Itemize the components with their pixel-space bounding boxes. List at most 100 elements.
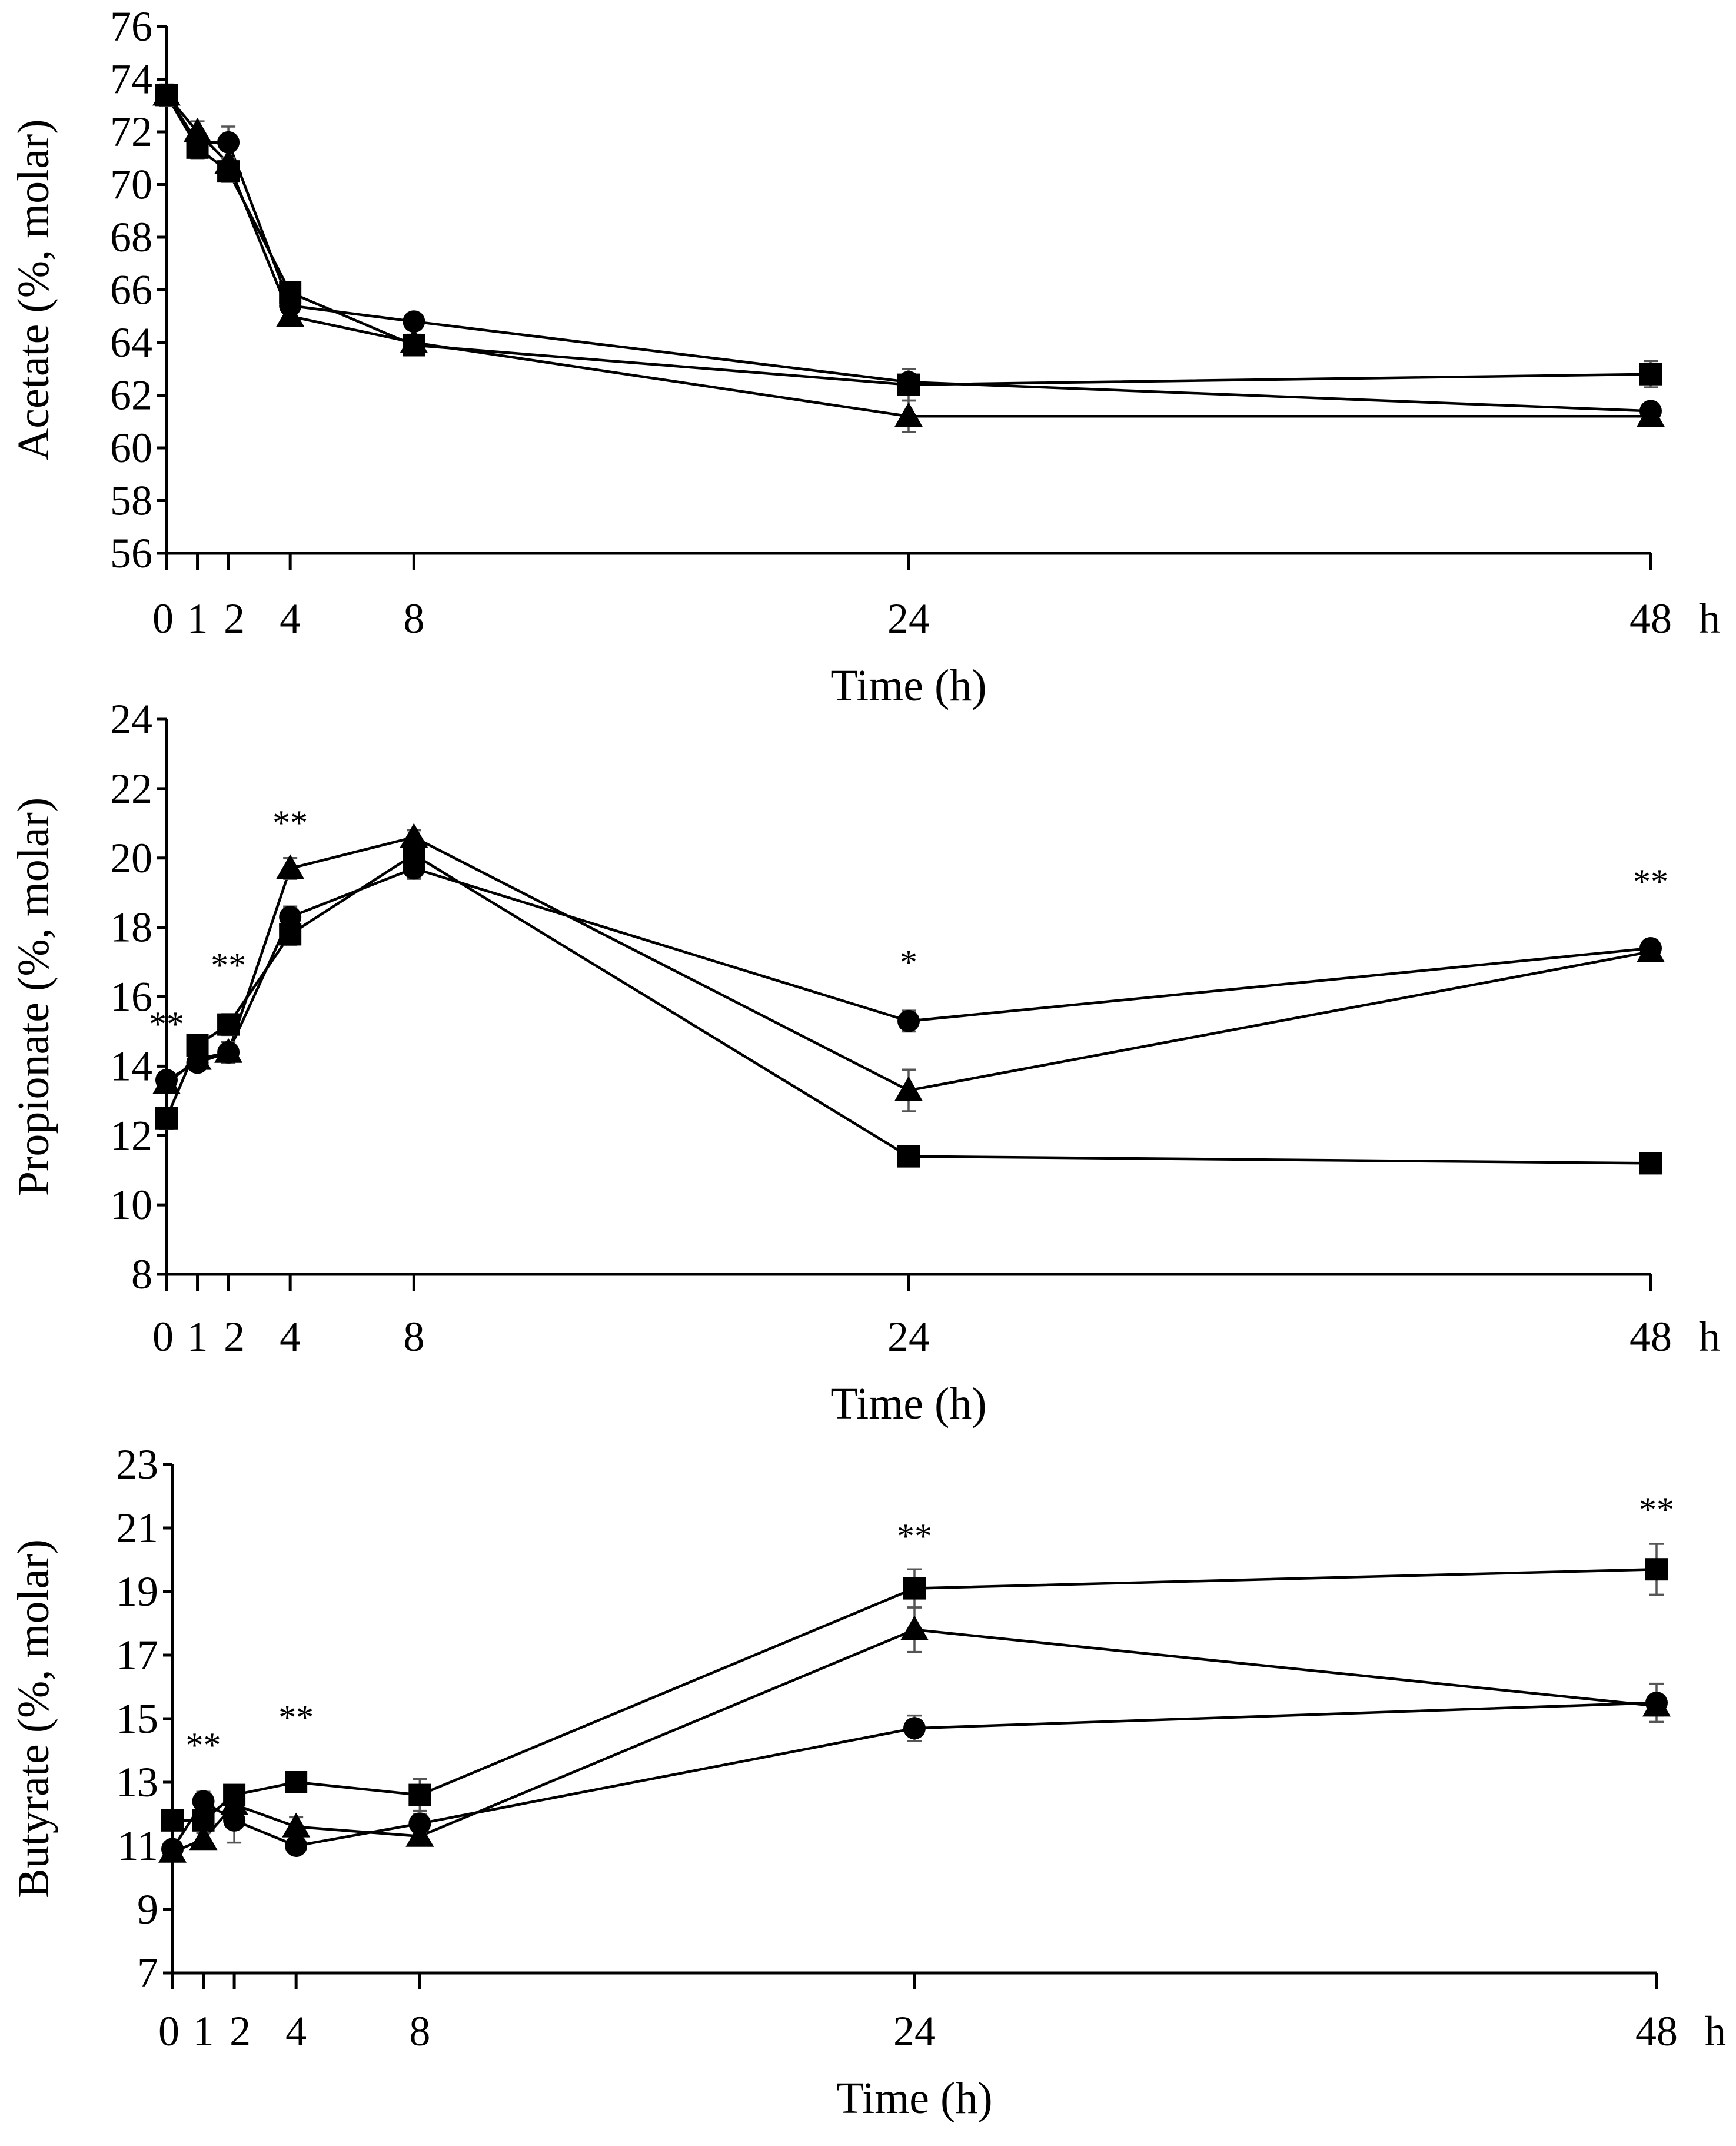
data-point-triangle xyxy=(400,823,428,848)
data-point-square xyxy=(217,160,240,183)
y-tick-label: 18 xyxy=(110,904,152,951)
x-tick-label: 1 xyxy=(193,2008,214,2055)
data-point-square xyxy=(403,334,425,357)
data-point-circle xyxy=(403,310,425,333)
data-point-circle xyxy=(279,905,302,928)
y-tick-label: 72 xyxy=(110,108,152,155)
significance-mark: ** xyxy=(897,1517,932,1556)
data-point-square xyxy=(186,1034,209,1057)
y-tick-label: 22 xyxy=(110,765,152,812)
data-point-triangle xyxy=(900,1615,929,1640)
data-point-square xyxy=(1645,1558,1668,1581)
y-tick-label: 24 xyxy=(110,696,152,743)
significance-mark: ** xyxy=(186,1726,221,1765)
significance-mark: ** xyxy=(149,1005,184,1044)
x-tick-label: 8 xyxy=(403,595,424,642)
x-tick-label: 8 xyxy=(403,1313,424,1360)
x-tick-label: 4 xyxy=(280,595,301,642)
data-point-triangle xyxy=(405,1822,434,1847)
y-tick-label: 21 xyxy=(116,1504,158,1552)
data-point-square xyxy=(903,1577,926,1600)
y-tick-label: 14 xyxy=(110,1042,152,1089)
y-axis-title: Propionate (%, molar) xyxy=(9,798,58,1196)
data-point-triangle xyxy=(152,1069,181,1094)
y-tick-label: 56 xyxy=(110,530,152,577)
x-axis-title: Time (h) xyxy=(830,1379,986,1429)
significance-mark: ** xyxy=(272,803,308,842)
x-tick-label: 24 xyxy=(887,595,930,642)
x-tick-label: 0 xyxy=(152,1313,174,1360)
y-tick-label: 60 xyxy=(110,424,152,471)
data-point-square xyxy=(192,1809,215,1832)
series-line-square xyxy=(165,853,1651,1165)
data-point-square xyxy=(1639,363,1662,386)
data-point-square xyxy=(285,1771,308,1793)
x-tick-label: 2 xyxy=(224,595,245,642)
data-point-triangle xyxy=(1642,1692,1671,1717)
data-point-square xyxy=(279,281,302,304)
y-tick-label: 58 xyxy=(110,477,152,524)
y-tick-label: 13 xyxy=(116,1759,158,1806)
x-tick-label: 2 xyxy=(224,1313,245,1360)
y-tick-label: 15 xyxy=(116,1695,158,1742)
y-tick-label: 19 xyxy=(116,1568,158,1615)
x-axis-title: Time (h) xyxy=(830,661,986,710)
x-tick-label: 24 xyxy=(893,2008,936,2055)
data-point-triangle xyxy=(1637,937,1665,962)
y-tick-label: 17 xyxy=(116,1632,158,1679)
y-tick-label: 7 xyxy=(137,1949,158,1996)
series-line-square xyxy=(165,94,1651,386)
data-point-square xyxy=(186,136,209,159)
data-point-square xyxy=(408,1783,431,1806)
y-tick-label: 20 xyxy=(110,835,152,882)
x-tick-label: 4 xyxy=(280,1313,301,1360)
data-point-triangle xyxy=(189,1825,218,1851)
y-tick-label: 23 xyxy=(116,1441,158,1488)
y-tick-label: 10 xyxy=(110,1181,152,1228)
data-point-triangle xyxy=(183,1045,212,1070)
y-tick-label: 76 xyxy=(110,3,152,50)
data-point-square xyxy=(279,923,302,946)
x-tick-label: 8 xyxy=(409,2008,430,2055)
y-tick-label: 66 xyxy=(110,267,152,314)
data-point-triangle xyxy=(276,854,305,879)
significance-mark: ** xyxy=(278,1698,314,1737)
x-tick-label: 1 xyxy=(187,595,208,642)
x-tick-label: 48 xyxy=(1635,2008,1678,2055)
y-tick-label: 64 xyxy=(110,319,152,366)
significance-mark: ** xyxy=(1639,1490,1674,1529)
y-tick-label: 12 xyxy=(110,1112,152,1159)
x-unit-label: h xyxy=(1705,2008,1726,2055)
x-tick-label: 48 xyxy=(1629,595,1672,642)
y-tick-label: 8 xyxy=(131,1251,152,1298)
x-tick-label: 0 xyxy=(152,595,174,642)
x-tick-label: 0 xyxy=(158,2008,179,2055)
data-point-square xyxy=(161,1809,184,1832)
data-point-circle xyxy=(903,1717,926,1740)
significance-mark: * xyxy=(900,943,917,982)
data-point-triangle xyxy=(894,402,923,427)
data-point-square xyxy=(1639,1152,1662,1175)
series-line-circle xyxy=(165,94,1651,413)
y-tick-label: 11 xyxy=(118,1822,158,1869)
y-tick-label: 16 xyxy=(110,974,152,1021)
x-unit-label: h xyxy=(1699,595,1720,642)
y-tick-label: 62 xyxy=(110,372,152,419)
x-tick-label: 48 xyxy=(1629,1313,1672,1360)
data-point-square xyxy=(897,1145,920,1168)
data-point-triangle xyxy=(214,1038,243,1063)
y-axis-title: Butyrate (%, molar) xyxy=(9,1539,58,1898)
x-tick-label: 1 xyxy=(187,1313,208,1360)
data-point-square xyxy=(217,1013,240,1036)
data-point-square xyxy=(155,84,178,107)
x-unit-label: h xyxy=(1699,1313,1720,1360)
y-tick-label: 68 xyxy=(110,214,152,261)
x-tick-label: 2 xyxy=(230,2008,251,2055)
data-point-triangle xyxy=(276,302,305,327)
data-point-triangle xyxy=(282,1812,311,1838)
data-point-circle xyxy=(897,1009,920,1032)
data-point-square xyxy=(897,373,920,396)
data-point-triangle xyxy=(158,1838,187,1863)
data-point-square xyxy=(403,843,425,866)
